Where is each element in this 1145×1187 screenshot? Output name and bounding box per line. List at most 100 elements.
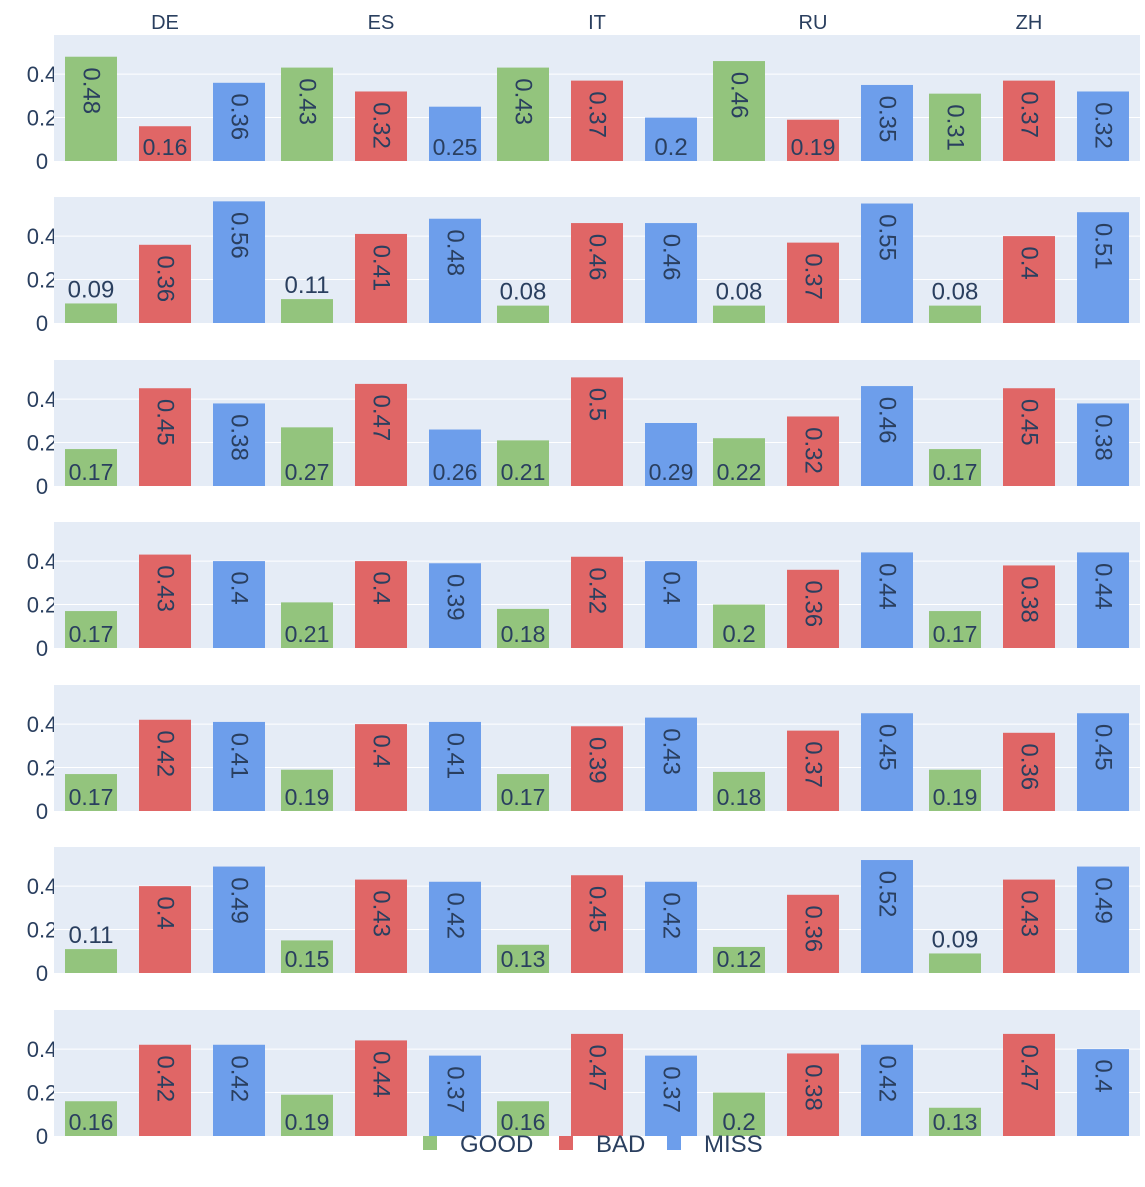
bar-good	[497, 944, 549, 973]
bar-value-label: 0.37	[800, 741, 827, 788]
bar-miss	[429, 721, 481, 811]
panel-google-ru: 0.08 0.37 0.55	[702, 197, 924, 323]
y-tick-label: 0.2	[27, 756, 58, 781]
panel-google-es: 0.11 0.41 0.48	[270, 197, 492, 323]
bar-value-label: 0.19	[285, 784, 330, 810]
bar-bad	[355, 879, 407, 973]
y-tick-label: 0.4	[27, 712, 58, 737]
bar-bad	[787, 730, 839, 811]
bar-value-label: 0.52	[874, 871, 901, 918]
bar-value-label: 0.26	[433, 459, 478, 485]
bar-good	[281, 427, 333, 486]
panel-m2m100-lg-de: 0.16 0.42 0.42	[54, 1010, 276, 1136]
bar-value-label: 0.43	[1016, 890, 1043, 937]
bar-value-label: 0.16	[69, 1109, 114, 1135]
y-tick-label: 0.4	[27, 874, 58, 899]
bar-good	[929, 953, 981, 973]
panel-mbart50-mtm-es: 0.19 0.4 0.41	[270, 685, 492, 811]
bar-value-label: 0.51	[1090, 223, 1117, 270]
bar-miss	[645, 1055, 697, 1136]
bar-value-label: 0.15	[285, 946, 330, 972]
y-tick-label: 0	[36, 1124, 48, 1149]
bar-miss	[1077, 91, 1129, 161]
panel-opus-it: 0.21 0.5 0.29	[486, 360, 708, 486]
bar-miss	[429, 106, 481, 161]
bar-value-label: 0.08	[500, 279, 547, 306]
y-tick-label: 0.2	[27, 593, 58, 618]
bar-value-label: 0.4	[152, 896, 179, 929]
bar-miss	[1077, 1049, 1129, 1136]
bar-miss	[429, 1055, 481, 1136]
panel-mbart50-mtm-de: 0.17 0.42 0.41	[54, 685, 276, 811]
bar-value-label: 0.41	[226, 733, 253, 780]
bar-value-label: 0.36	[226, 93, 253, 140]
panel-m2m100-lg-it: 0.16 0.47 0.37	[486, 1010, 708, 1136]
y-tick-label: 0	[36, 636, 48, 661]
bar-value-label: 0.32	[368, 102, 395, 149]
bar-value-label: 0.45	[874, 724, 901, 771]
bar-value-label: 0.5	[584, 388, 611, 421]
bar-miss	[213, 403, 265, 486]
y-tick-label: 0.2	[27, 918, 58, 943]
bar-value-label: 0.13	[933, 1109, 978, 1135]
bar-bad	[355, 383, 407, 486]
bar-value-label: 0.36	[152, 255, 179, 302]
bar-value-label: 0.32	[1090, 102, 1117, 149]
bar-good	[929, 769, 981, 811]
bar-bad	[1003, 80, 1055, 161]
bar-value-label: 0.41	[442, 733, 469, 780]
bar-value-label: 0.12	[717, 946, 762, 972]
bar-value-label: 0.43	[658, 728, 685, 775]
bar-bad	[355, 561, 407, 648]
bar-value-label: 0.2	[722, 621, 755, 648]
bar-value-label: 0.17	[501, 784, 546, 810]
bar-value-label: 0.46	[658, 234, 685, 281]
bar-value-label: 0.55	[874, 214, 901, 261]
bar-value-label: 0.42	[658, 892, 685, 939]
bar-miss	[645, 561, 697, 648]
bar-value-label: 0.43	[152, 565, 179, 612]
bar-value-label: 0.35	[874, 96, 901, 143]
y-tick-label: 0	[36, 961, 48, 986]
bar-value-label: 0.17	[69, 784, 114, 810]
bar-miss	[861, 1044, 913, 1136]
bar-good	[497, 608, 549, 648]
bar-miss	[645, 717, 697, 811]
bar-value-label: 0.2	[654, 134, 687, 161]
bar-bad	[355, 724, 407, 811]
bar-value-label: 0.22	[717, 459, 762, 485]
bar-miss	[861, 386, 913, 486]
bar-value-label: 0.21	[501, 459, 546, 485]
panel-m2m100-ru: 0.12 0.36 0.52	[702, 847, 924, 973]
bar-value-label: 0.19	[285, 1109, 330, 1135]
bar-miss	[1077, 403, 1129, 486]
legend-label-bad: BAD	[596, 1131, 645, 1158]
bar-good	[281, 940, 333, 973]
bar-miss	[1077, 713, 1129, 811]
panel-m2m100-de: 0.11 0.4 0.49	[54, 847, 276, 973]
bar-good	[65, 949, 117, 973]
bar-value-label: 0.11	[285, 272, 330, 299]
bar-value-label: 0.2	[722, 1109, 755, 1136]
panel-m2m100-zh: 0.09 0.43 0.49	[918, 847, 1140, 973]
panel-deepl-de: 0.48 0.16 0.36	[54, 35, 276, 161]
bar-value-label: 0.17	[933, 621, 978, 647]
bar-miss	[861, 84, 913, 161]
bar-miss	[1077, 212, 1129, 323]
bar-value-label: 0.08	[932, 279, 979, 306]
bar-value-label: 0.08	[716, 279, 763, 306]
bar-good	[713, 438, 765, 486]
legend-label-miss: MISS	[704, 1131, 763, 1158]
bar-bad	[787, 119, 839, 161]
bar-good	[713, 61, 765, 161]
bar-value-label: 0.09	[68, 276, 115, 303]
bar-bad	[1003, 565, 1055, 648]
bar-value-label: 0.4	[1016, 246, 1043, 279]
bar-value-label: 0.32	[800, 427, 827, 474]
panel-m2m100-lg-ru: 0.2 0.38 0.42	[702, 1010, 924, 1136]
bar-value-label: 0.43	[368, 890, 395, 937]
bar-good	[929, 305, 981, 323]
bar-value-label: 0.46	[584, 234, 611, 281]
y-tick-label: 0.4	[27, 549, 58, 574]
panel-mbart50-de: 0.17 0.43 0.4	[54, 522, 276, 648]
